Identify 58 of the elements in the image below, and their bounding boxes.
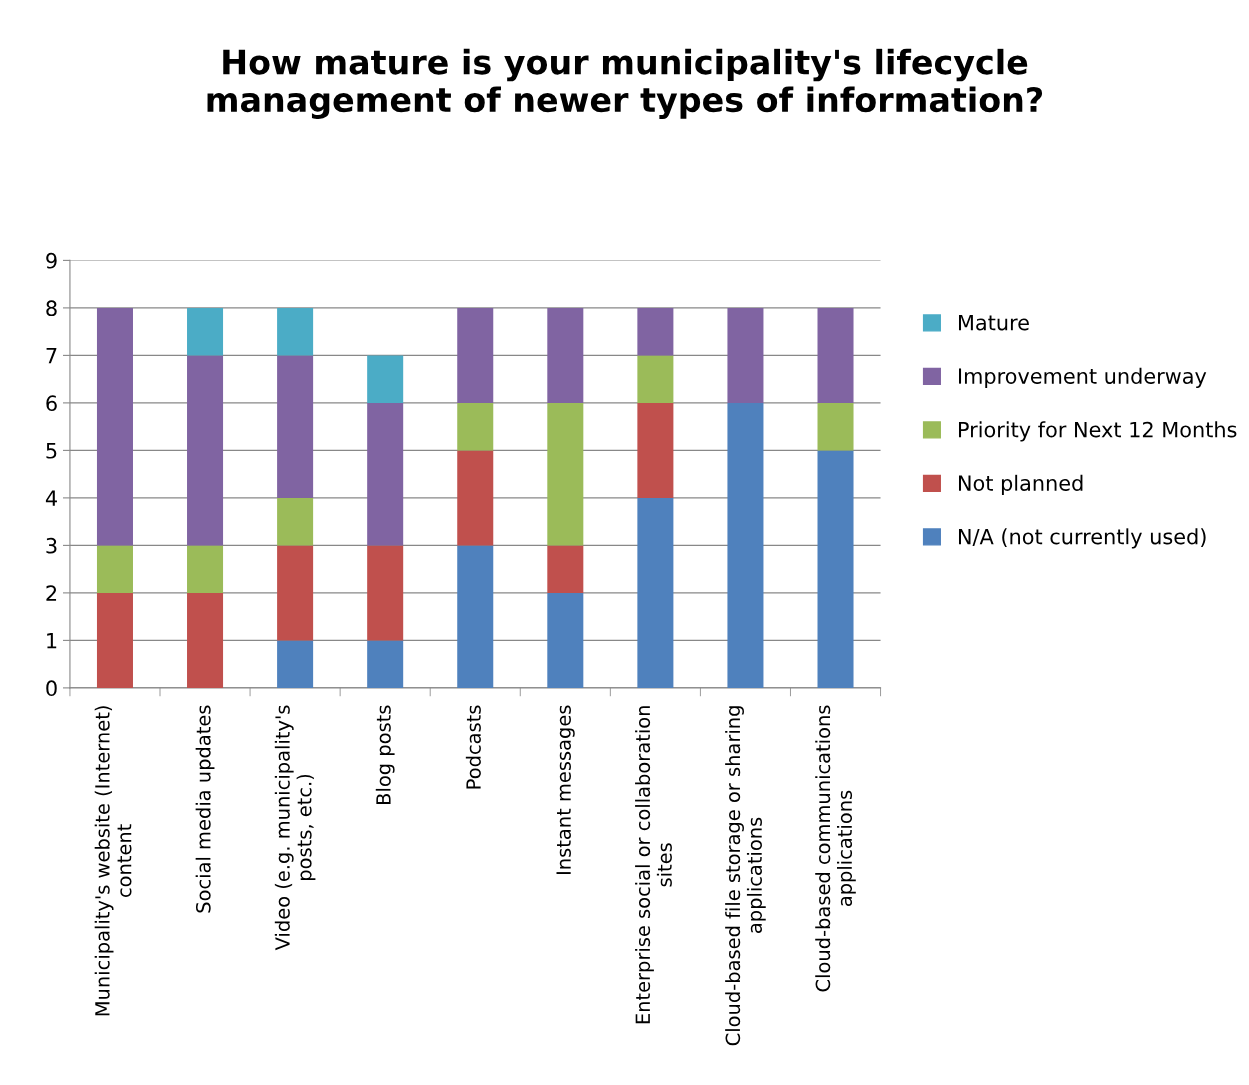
bar (457, 402, 494, 451)
bar (547, 545, 584, 593)
bar (457, 545, 494, 688)
bar (637, 307, 674, 356)
bar (547, 592, 584, 688)
bar (187, 545, 224, 593)
bar (96, 545, 133, 593)
bar (187, 355, 224, 546)
x-tick-label: Instant messages (556, 705, 575, 875)
legend-label: N/A (not currently used) (958, 528, 1206, 549)
y-tick-label: 3 (46, 537, 57, 554)
y-tick-label: 5 (46, 443, 57, 459)
bar (457, 307, 494, 403)
bar (367, 545, 404, 641)
y-tick-label: 1 (47, 633, 57, 649)
x-tick-label: Video (e.g. municipality's posts, etc.) (274, 705, 316, 951)
bar (277, 545, 314, 641)
x-tick-label: Enterprise social or collaboration sites (635, 706, 672, 1024)
x-tick-label: Social media updates (195, 705, 215, 913)
legend-label: Not planned (958, 474, 1083, 495)
bar (277, 307, 314, 356)
bar (547, 307, 584, 403)
bar (187, 592, 224, 688)
bar (96, 307, 133, 546)
bar (367, 355, 404, 403)
x-tick-label: Cloud-based communications applications (815, 705, 856, 992)
legend-label: Improvement underway (958, 367, 1207, 388)
bar (727, 307, 764, 403)
x-tick-label: Municipality's website (Internet) content (94, 706, 132, 1016)
bar (637, 355, 674, 403)
bar (96, 592, 133, 688)
bar (547, 402, 584, 546)
bar (637, 402, 674, 498)
bar (187, 307, 224, 356)
y-tick-label: 0 (46, 680, 57, 697)
bar (817, 450, 854, 688)
bar (817, 307, 854, 403)
x-tick-label: Podcasts (465, 705, 481, 789)
x-tick-label: Cloud-based file storage or sharing applications (725, 706, 766, 1046)
legend-label: Mature (958, 314, 1029, 331)
bar (457, 450, 494, 546)
legend-label: Priority for Next 12 Months (958, 421, 1237, 442)
y-tick-label: 7 (46, 348, 57, 364)
bar (277, 497, 314, 546)
y-tick-label: 8 (46, 300, 57, 317)
y-tick-label: 2 (46, 585, 57, 601)
bar (277, 355, 314, 498)
bar (637, 497, 674, 688)
y-tick-label: 4 (45, 490, 57, 506)
bar (727, 402, 764, 688)
bar (367, 402, 404, 546)
chart-title: How mature is your municipality's lifecycle management of newer types of information? (207, 48, 1043, 119)
bar (817, 402, 854, 451)
y-tick-label: 6 (46, 395, 57, 412)
x-tick-label: Blog posts (375, 705, 395, 804)
bar (277, 640, 314, 688)
bar (367, 640, 404, 688)
y-tick-label: 9 (46, 252, 57, 269)
